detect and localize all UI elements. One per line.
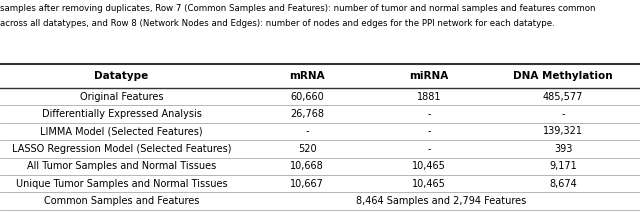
Text: 60,660: 60,660 [291,92,324,102]
Text: Common Samples and Features: Common Samples and Features [44,196,199,206]
Text: miRNA: miRNA [409,71,449,81]
Text: -: - [561,109,565,119]
Text: -: - [305,126,309,137]
Text: 26,768: 26,768 [290,109,324,119]
Text: -: - [427,144,431,154]
Text: 10,668: 10,668 [291,161,324,171]
Text: 139,321: 139,321 [543,126,583,137]
Text: Unique Tumor Samples and Normal Tissues: Unique Tumor Samples and Normal Tissues [16,179,227,189]
Text: 1881: 1881 [417,92,441,102]
Text: -: - [427,109,431,119]
Text: 9,171: 9,171 [549,161,577,171]
Text: 10,465: 10,465 [412,179,445,189]
Text: 10,465: 10,465 [412,161,445,171]
Text: DNA Methylation: DNA Methylation [513,71,613,81]
Text: 8,464 Samples and 2,794 Features: 8,464 Samples and 2,794 Features [356,196,527,206]
Text: LASSO Regression Model (Selected Features): LASSO Regression Model (Selected Feature… [12,144,231,154]
Text: across all datatypes, and Row 8 (Network Nodes and Edges): number of nodes and e: across all datatypes, and Row 8 (Network… [0,19,555,28]
Text: Datatype: Datatype [95,71,148,81]
Text: All Tumor Samples and Normal Tissues: All Tumor Samples and Normal Tissues [27,161,216,171]
Text: Original Features: Original Features [80,92,163,102]
Text: LIMMA Model (Selected Features): LIMMA Model (Selected Features) [40,126,203,137]
Text: samples after removing duplicates, Row 7 (Common Samples and Features): number o: samples after removing duplicates, Row 7… [0,4,595,13]
Text: Differentially Expressed Analysis: Differentially Expressed Analysis [42,109,202,119]
Text: 485,577: 485,577 [543,92,584,102]
Text: mRNA: mRNA [289,71,325,81]
Text: 8,674: 8,674 [549,179,577,189]
Text: -: - [427,126,431,137]
Text: 393: 393 [554,144,572,154]
Text: 10,667: 10,667 [291,179,324,189]
Text: 520: 520 [298,144,317,154]
